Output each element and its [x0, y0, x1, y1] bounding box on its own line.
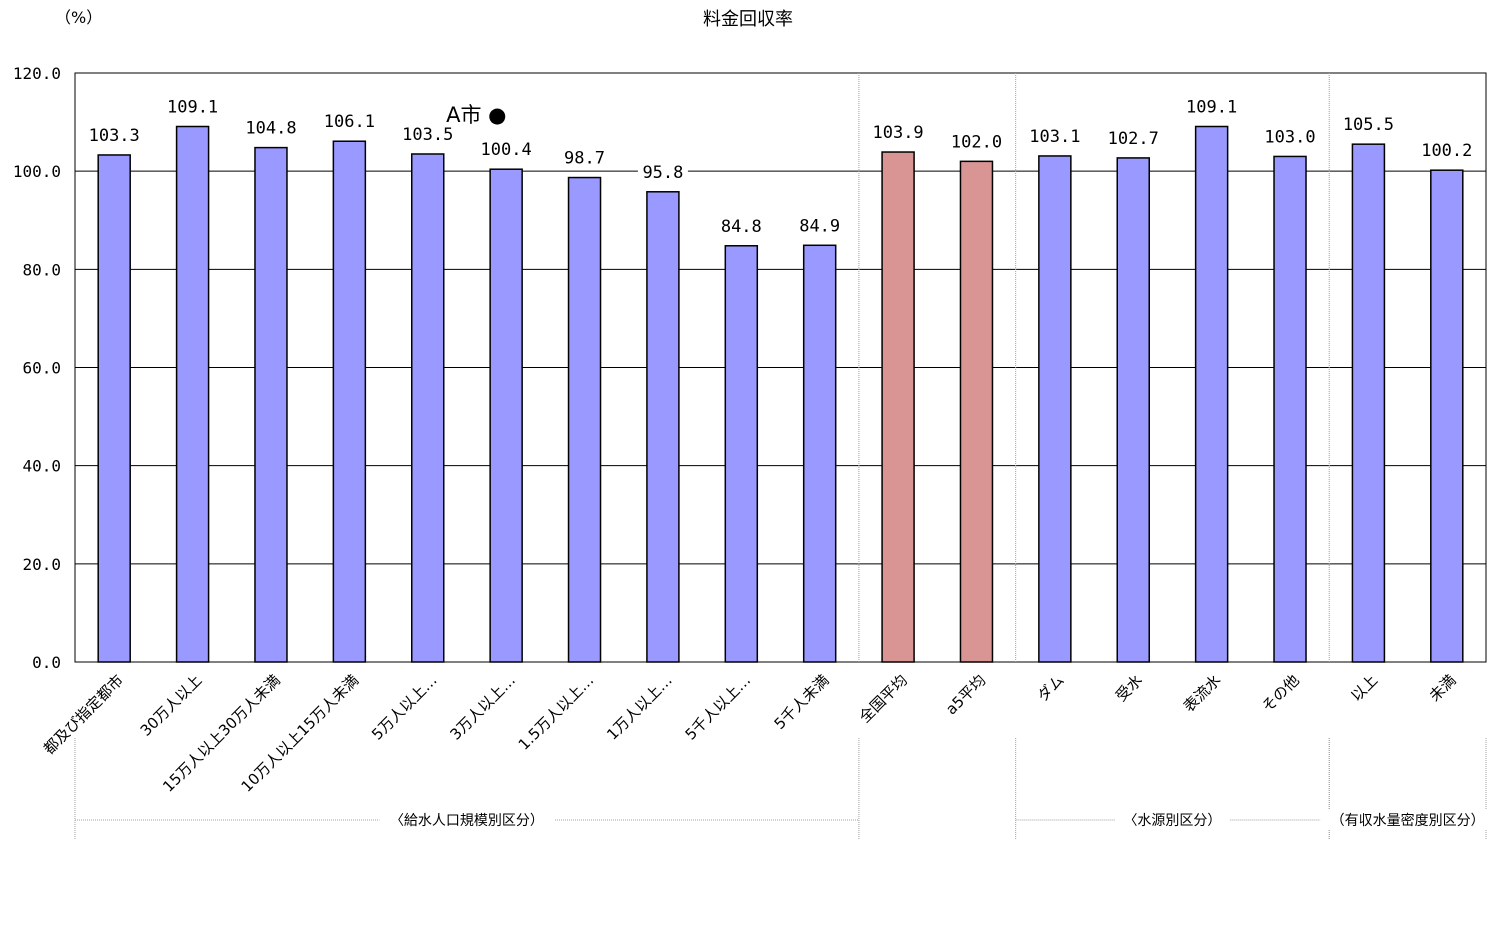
x-tick-label: 都及び指定都市 [40, 671, 127, 758]
x-tick-label: 受水 [1112, 671, 1146, 705]
y-unit-label: （%） [55, 8, 102, 27]
y-tick-label: 80.0 [22, 260, 61, 279]
value-label: 84.8 [721, 217, 762, 237]
bar [881, 151, 915, 663]
value-label-bg [397, 122, 458, 144]
y-tick-label: 100.0 [13, 162, 61, 181]
x-tick-label: ダム [1034, 671, 1068, 705]
value-label: 95.8 [642, 163, 683, 183]
bar [959, 160, 994, 663]
x-tick-label: その他 [1258, 671, 1303, 716]
value-label: 103.5 [402, 125, 453, 145]
value-label: 103.9 [872, 123, 923, 143]
bar [1273, 155, 1307, 663]
x-tick-label: 全国平均 [856, 671, 911, 726]
value-label-bg [84, 123, 145, 145]
group-label: 〈給水人口規模別区分） [390, 813, 544, 829]
bar [254, 146, 288, 663]
value-label: 84.9 [799, 216, 840, 236]
value-label-bg [1416, 139, 1477, 161]
value-label: 103.0 [1264, 127, 1315, 147]
bar [646, 191, 680, 663]
y-axis-ticks: 0.0 20.0 40.0 60.0 80.0 100.0 120.0 [13, 64, 61, 672]
value-label: 103.1 [1029, 127, 1080, 147]
value-label: 100.2 [1421, 141, 1472, 161]
bar [802, 244, 837, 663]
group-label-bg [1114, 809, 1230, 829]
x-tick-label: a5平均 [942, 671, 989, 718]
group-label: 〈水源別区分） [1123, 813, 1221, 829]
group-label-bg [1320, 809, 1496, 829]
bar [1351, 143, 1386, 663]
value-label-bg [716, 214, 767, 236]
x-tick-label: 以上 [1347, 671, 1381, 705]
bar [1038, 155, 1072, 663]
gridlines [74, 72, 1487, 663]
x-tick-label: 5千人未満 [771, 671, 833, 733]
value-label: 102.7 [1108, 129, 1159, 149]
value-label-bg [559, 146, 610, 168]
value-label: 106.1 [324, 112, 375, 132]
bar [1430, 169, 1464, 663]
value-label-bg [1024, 124, 1085, 146]
group-separators [858, 73, 1330, 662]
y-tick-label: 40.0 [22, 457, 61, 476]
x-tick-label: 1万人以上… [603, 671, 676, 744]
value-label: 105.5 [1343, 115, 1394, 135]
value-label-bg [794, 214, 845, 236]
bar [567, 176, 602, 663]
bar [1194, 125, 1229, 663]
bar [1116, 157, 1150, 663]
value-label-bg [1181, 95, 1242, 117]
value-label: 100.4 [481, 140, 532, 160]
bar [175, 125, 210, 663]
value-label-bg [1260, 125, 1321, 147]
x-tick-label: 1.5万人以上… [515, 671, 598, 754]
value-label: 109.1 [1186, 98, 1237, 118]
plot-frame [74, 72, 1487, 663]
x-tick-label: 3万人以上… [446, 671, 519, 744]
value-label-bg [868, 121, 929, 143]
value-label-bg [946, 130, 1007, 152]
x-tick-label: 30万人以上 [137, 671, 206, 740]
y-tick-label: 0.0 [32, 653, 61, 672]
bar [411, 153, 445, 663]
value-label: 103.3 [89, 126, 140, 146]
value-label-bg [319, 110, 380, 132]
value-label-bg [1103, 126, 1164, 148]
x-tick-label: 表流水 [1180, 671, 1225, 716]
x-tick-label: 未満 [1426, 671, 1460, 705]
a-city-annotation: A市 ● [446, 103, 506, 127]
group-label-bg [379, 809, 555, 829]
value-label-bg [637, 160, 688, 182]
value-label: 104.8 [245, 119, 296, 139]
value-label-bg [240, 116, 301, 138]
group-labels: 〈給水人口規模別区分） 〈水源別区分） （有収水量密度別区分） [74, 738, 1496, 840]
value-labels: 103.3 109.1 104.8 106.1 103.5 100.4 98.7 95.8 84… [84, 95, 1477, 237]
x-tick-label: 5千人以上… [682, 671, 755, 744]
value-label-bg [1338, 113, 1399, 135]
bars [97, 125, 1464, 663]
bar [489, 168, 523, 663]
value-label: 98.7 [564, 149, 605, 169]
value-label: 109.1 [167, 98, 218, 118]
value-label-bg [162, 95, 223, 117]
bar [332, 140, 367, 663]
y-tick-label: 60.0 [22, 359, 61, 378]
y-tick-label: 20.0 [22, 555, 61, 574]
y-tick-label: 120.0 [13, 64, 61, 83]
value-label-bg [476, 138, 537, 160]
group-label: （有収水量密度別区分） [1331, 812, 1485, 829]
x-tick-label: 5万人以上… [368, 671, 441, 744]
value-label: 102.0 [951, 132, 1002, 152]
bar [97, 154, 131, 663]
chart-title: 料金回収率 [703, 9, 793, 30]
bar [724, 245, 759, 663]
